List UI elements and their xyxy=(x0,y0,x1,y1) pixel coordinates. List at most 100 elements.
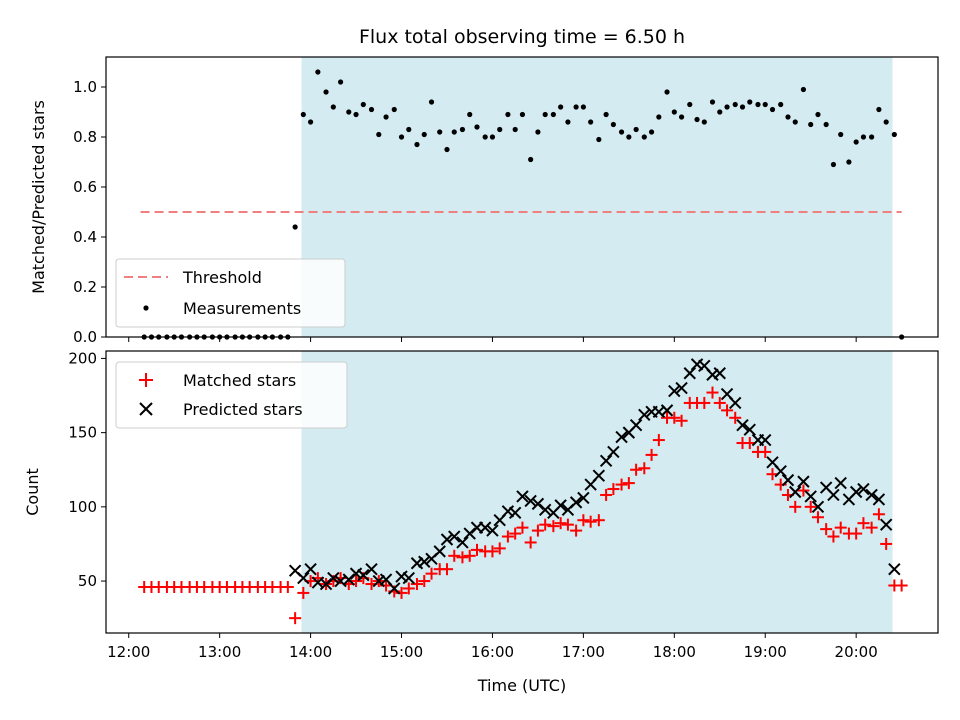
matched-star-point xyxy=(804,500,817,513)
matched-star-point xyxy=(410,578,423,591)
predicted-star-point xyxy=(629,419,643,432)
measurement-point xyxy=(497,126,503,133)
y-tick-label: 150 xyxy=(68,424,97,442)
measurement-point xyxy=(656,114,662,120)
measurement-point xyxy=(353,111,359,118)
matched-star-point xyxy=(350,575,363,588)
predicted-star-point xyxy=(508,506,522,519)
predicted-star-point xyxy=(569,496,583,509)
x-tick-label: 13:00 xyxy=(198,643,241,661)
measurement-point xyxy=(709,99,716,105)
measurement-point xyxy=(580,104,586,110)
matched-star-point xyxy=(638,462,651,475)
measurement-point xyxy=(346,109,352,115)
measurement-point xyxy=(300,111,306,118)
predicted-star-point xyxy=(516,490,529,503)
y-tick-label: 0.6 xyxy=(73,178,97,196)
predicted-star-point xyxy=(402,571,416,585)
predicted-star-point xyxy=(365,562,378,576)
measurement-point xyxy=(528,156,534,163)
top-y-ticks: 0.0 0.2 0.4 0.6 0.8 1.0 xyxy=(73,78,106,346)
predicted-star-point xyxy=(774,465,787,478)
predicted-star-point xyxy=(577,491,590,505)
measurement-point xyxy=(648,129,655,135)
predicted-star-point xyxy=(327,571,340,585)
predicted-star-point xyxy=(478,521,492,534)
measurement-point xyxy=(717,109,723,115)
measurement-point xyxy=(860,134,867,140)
legend-matched-label: Matched stars xyxy=(183,371,296,390)
predicted-star-point xyxy=(388,582,401,595)
predicted-star-point xyxy=(524,494,537,508)
predicted-star-point xyxy=(456,536,469,549)
measurement-point xyxy=(701,119,707,125)
top-x-ticks xyxy=(128,337,857,342)
measurement-point xyxy=(823,121,829,128)
top-legend: Threshold Measurements xyxy=(115,258,346,328)
matched-star-point xyxy=(418,575,431,588)
matched-star-point xyxy=(570,524,583,537)
top-legend-box xyxy=(115,258,346,328)
measurement-point xyxy=(474,124,480,130)
measurement-point xyxy=(876,106,882,113)
measurement-point xyxy=(869,134,875,140)
predicted-star-point xyxy=(797,475,810,488)
measurement-point xyxy=(391,106,397,113)
predicted-star-point xyxy=(433,545,446,558)
predicted-star-point xyxy=(599,454,613,468)
measurement-point xyxy=(815,111,821,118)
measurement-point xyxy=(467,111,473,118)
measurement-point xyxy=(519,111,526,118)
measurement-point xyxy=(846,159,852,165)
measurement-point xyxy=(360,101,366,108)
measurement-point xyxy=(724,104,730,110)
predicted-star-point xyxy=(357,568,370,582)
measurement-point xyxy=(368,106,375,113)
matched-star-point xyxy=(797,484,810,497)
x-tick-label: 20:00 xyxy=(835,643,878,661)
x-tick-label: 14:00 xyxy=(289,643,332,661)
measurement-point xyxy=(891,131,897,138)
measurement-point xyxy=(800,86,807,93)
x-tick-label: 12:00 xyxy=(107,643,150,661)
measurement-point xyxy=(444,146,450,153)
predicted-star-point xyxy=(781,473,795,487)
predicted-star-point xyxy=(729,396,742,410)
legend-predicted-label: Predicted stars xyxy=(183,400,303,419)
measurement-point xyxy=(641,134,647,140)
measurement-point xyxy=(610,121,616,128)
measurement-point xyxy=(808,121,814,128)
predicted-star-point xyxy=(607,445,620,459)
matched-star-point xyxy=(872,508,885,521)
matched-star-point xyxy=(281,580,294,593)
matched-star-point xyxy=(463,549,476,562)
measurement-point xyxy=(694,116,700,123)
matched-star-point xyxy=(729,411,742,424)
y-tick-label: 50 xyxy=(78,572,97,590)
predicted-star-point xyxy=(486,524,499,537)
predicted-star-point xyxy=(638,408,651,422)
measurement-point xyxy=(664,89,670,95)
measurement-point xyxy=(376,131,382,138)
matched-star-point xyxy=(645,448,658,461)
predicted-star-point xyxy=(395,570,408,583)
measurement-point xyxy=(406,126,412,133)
bottom-y-axis-label: Count xyxy=(23,468,42,516)
matched-star-point xyxy=(448,549,461,562)
predicted-star-point xyxy=(668,384,681,398)
matched-star-point xyxy=(857,517,870,530)
matched-star-point xyxy=(721,404,734,417)
measurement-point xyxy=(292,224,298,230)
measurement-point xyxy=(505,111,511,118)
predicted-star-point xyxy=(690,358,704,371)
y-tick-label: 100 xyxy=(68,498,97,516)
matched-star-point xyxy=(547,520,560,533)
matched-star-point xyxy=(577,514,590,527)
measurement-point xyxy=(315,69,321,75)
matched-star-point xyxy=(789,500,802,513)
predicted-star-point xyxy=(592,469,606,482)
measurement-point xyxy=(323,89,329,95)
measurement-point xyxy=(853,139,859,145)
y-tick-label: 0.2 xyxy=(73,278,97,296)
measurement-point xyxy=(755,101,761,108)
